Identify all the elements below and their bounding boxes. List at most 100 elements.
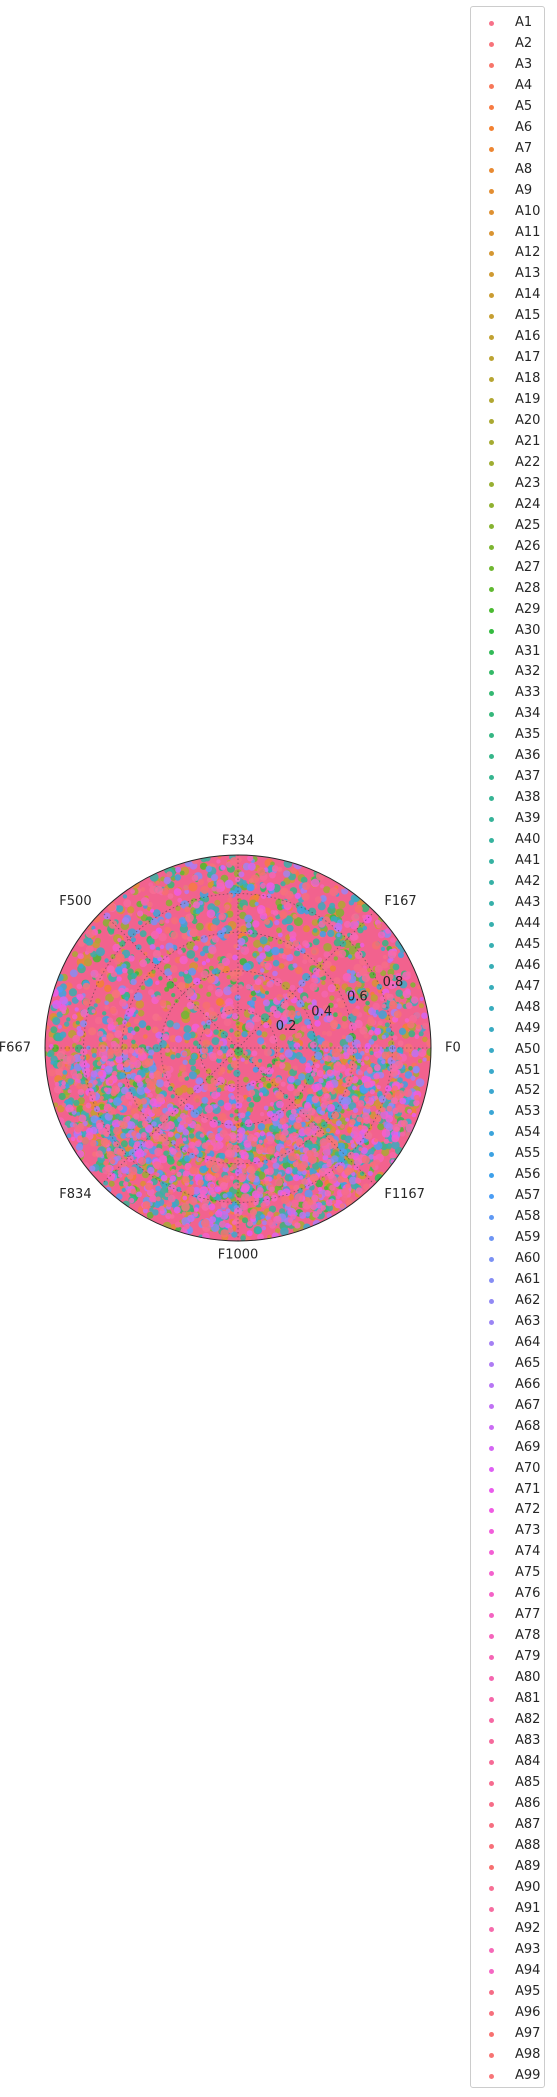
scatter-point-A82	[119, 999, 127, 1007]
scatter-point-A97	[389, 1000, 398, 1010]
scatter-point-A92	[59, 1124, 68, 1134]
scatter-point-A6	[95, 979, 105, 988]
scatter-point-A97	[307, 1088, 314, 1095]
scatter-point-A94	[205, 1012, 210, 1017]
scatter-point-A81	[106, 1017, 114, 1024]
scatter-point-A11	[57, 1105, 65, 1113]
scatter-point-A90	[76, 1073, 83, 1080]
scatter-point-A93	[85, 1102, 92, 1109]
scatter-point-A47	[329, 902, 336, 909]
scatter-point-A99	[106, 1032, 114, 1041]
scatter-point-A65	[284, 1049, 293, 1058]
legend-marker-icon	[489, 796, 494, 802]
scatter-point-A84	[207, 984, 214, 991]
legend-label: A45	[515, 936, 541, 952]
scatter-point-A93	[354, 1019, 363, 1029]
scatter-point-A41	[131, 972, 138, 979]
legend-marker-icon	[489, 1738, 494, 1744]
scatter-point-A4	[208, 1211, 214, 1216]
scatter-point-A64	[195, 1077, 203, 1085]
legend-marker-icon	[489, 628, 494, 634]
scatter-point-A63	[257, 947, 263, 952]
scatter-point-A90	[129, 989, 134, 994]
scatter-point-A4	[295, 966, 303, 975]
legend-item: A85	[471, 1773, 546, 1794]
scatter-point-A96	[295, 1139, 304, 1147]
scatter-point-A62	[151, 1121, 157, 1127]
scatter-point-A98	[241, 1168, 247, 1174]
scatter-point-A80	[329, 985, 334, 991]
legend-label: A11	[515, 224, 541, 240]
scatter-point-A88	[281, 1195, 290, 1204]
scatter-point-A77	[109, 1098, 114, 1103]
legend-marker-icon	[489, 1466, 494, 1472]
scatter-point-A62	[201, 1021, 206, 1026]
legend-marker-icon	[489, 649, 494, 655]
legend-marker-icon	[489, 251, 494, 257]
scatter-point-A53	[195, 909, 201, 915]
scatter-point-A35	[108, 928, 115, 935]
scatter-point-A96	[131, 1131, 137, 1137]
legend-label: A43	[515, 894, 541, 910]
scatter-point-A97	[256, 867, 266, 876]
scatter-point-A92	[280, 1081, 286, 1087]
scatter-point-A95	[292, 1065, 298, 1071]
scatter-point-A33	[229, 1044, 234, 1049]
scatter-point-A66	[260, 968, 265, 973]
legend-marker-icon	[489, 984, 494, 990]
scatter-point-A99	[158, 1133, 168, 1142]
scatter-point-A68	[247, 862, 256, 871]
scatter-point-A78	[134, 1141, 141, 1147]
scatter-point-A87	[340, 1124, 345, 1129]
scatter-point-A51	[115, 905, 124, 913]
scatter-point-A78	[373, 1073, 380, 1080]
scatter-point-A89	[394, 1091, 400, 1097]
scatter-point-A98	[357, 1124, 363, 1129]
scatter-point-A99	[138, 1049, 143, 1054]
scatter-point-A54	[288, 1176, 294, 1181]
legend-marker-icon	[489, 1131, 494, 1137]
scatter-point-A57	[189, 1180, 194, 1185]
legend-item: A15	[471, 306, 546, 327]
scatter-point-A55	[398, 952, 404, 959]
scatter-point-A65	[381, 1059, 386, 1065]
scatter-point-A70	[294, 892, 301, 900]
scatter-point-A87	[302, 882, 311, 891]
scatter-point-A79	[270, 1005, 277, 1013]
scatter-point-A83	[357, 1100, 365, 1107]
legend-item: A65	[471, 1354, 546, 1375]
scatter-point-A87	[133, 1018, 140, 1025]
scatter-point-A82	[192, 1147, 198, 1153]
scatter-point-A68	[238, 871, 245, 878]
scatter-point-A14	[367, 968, 371, 973]
scatter-point-A13	[135, 1000, 145, 1009]
scatter-point-A77	[130, 889, 136, 894]
scatter-point-A64	[163, 876, 171, 885]
legend-marker-icon	[489, 293, 494, 299]
scatter-point-A68	[174, 1035, 183, 1043]
legend-item: A26	[471, 537, 546, 558]
scatter-point-A94	[364, 1048, 370, 1054]
scatter-point-A73	[76, 1150, 85, 1158]
scatter-point-A62	[221, 927, 227, 933]
scatter-point-A72	[215, 1210, 223, 1218]
scatter-point-A86	[382, 954, 387, 960]
scatter-point-A98	[286, 991, 295, 1000]
scatter-point-A96	[315, 1129, 324, 1138]
legend-label: A39	[515, 811, 541, 827]
scatter-point-A30	[166, 981, 175, 989]
legend-label: A85	[515, 1774, 541, 1790]
legend-label: A36	[515, 748, 541, 764]
scatter-point-A86	[224, 904, 231, 910]
scatter-point-A62	[342, 1096, 352, 1106]
scatter-point-A85	[376, 923, 382, 929]
scatter-point-A99	[120, 1121, 128, 1130]
scatter-point-A17	[261, 1031, 268, 1038]
legend-marker-icon	[489, 1278, 494, 1283]
scatter-point-A67	[147, 1166, 155, 1175]
legend-label: A4	[515, 77, 533, 93]
scatter-point-A98	[201, 1053, 207, 1059]
scatter-point-A72	[193, 1207, 199, 1212]
scatter-point-A93	[106, 965, 115, 974]
scatter-point-A95	[181, 1211, 186, 1216]
